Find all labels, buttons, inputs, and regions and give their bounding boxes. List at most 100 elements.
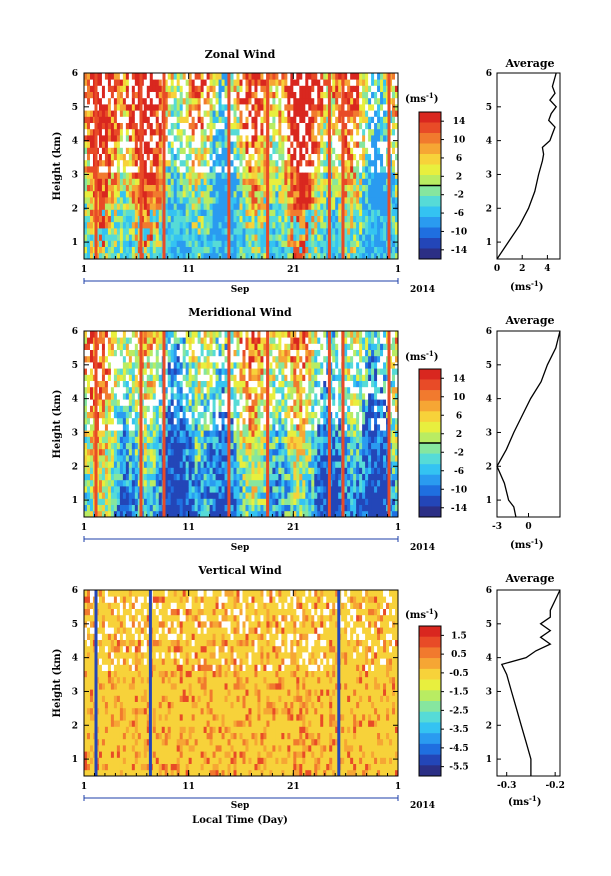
heatmap-cell: [179, 461, 184, 468]
heatmap-cell: [152, 159, 157, 167]
heatmap-cell: [104, 178, 109, 185]
heatmap-cell: [239, 91, 243, 99]
heatmap-cell: [179, 85, 184, 92]
heatmap-cell: [98, 355, 103, 363]
heatmap-cell: [236, 442, 240, 450]
heatmap-cell: [194, 159, 199, 167]
heatmap-cell: [296, 197, 300, 204]
heatmap-cell: [299, 252, 303, 259]
heatmap-cell: [143, 79, 148, 86]
heatmap-cell: [158, 159, 163, 167]
heatmap-cell: [167, 504, 172, 512]
heatmap-cell: [209, 386, 213, 394]
heatmap-cell: [116, 141, 121, 148]
heatmap-cell: [134, 135, 139, 142]
heatmap-cell: [359, 215, 363, 223]
heatmap-cell: [128, 122, 133, 130]
heatmap-cell: [206, 85, 210, 92]
heatmap-cell: [152, 190, 157, 198]
heatmap-cell: [152, 368, 157, 375]
heatmap-cell: [383, 153, 387, 161]
heatmap-cell: [191, 79, 196, 86]
heatmap-cell: [272, 209, 276, 216]
heatmap-cell: [245, 147, 249, 154]
heatmap-cell: [200, 393, 205, 400]
heatmap-cell: [356, 246, 360, 254]
heatmap-cell: [206, 116, 210, 123]
heatmap-cell: [350, 178, 354, 185]
heatmap-cell: [185, 473, 190, 481]
heatmap-cell: [302, 97, 306, 105]
heatmap-cell: [197, 203, 202, 210]
heatmap-cell: [338, 159, 342, 167]
heatmap-cell: [164, 209, 169, 216]
heatmap-cell: [143, 135, 148, 142]
heatmap-cell: [269, 190, 273, 198]
heatmap-cell: [248, 368, 252, 375]
heatmap-cell: [347, 221, 351, 229]
heatmap-cell: [191, 473, 196, 481]
heatmap-cell: [188, 73, 193, 80]
heatmap-cell: [128, 85, 133, 92]
heatmap-cell: [122, 473, 127, 481]
heatmap-cell: [173, 246, 178, 254]
heatmap-cell: [395, 147, 398, 154]
heatmap-cell: [143, 215, 148, 223]
heatmap-cell: [209, 240, 213, 247]
heatmap-cell: [236, 215, 240, 223]
heatmap-cell: [362, 141, 366, 148]
heatmap-cell: [185, 424, 190, 431]
heatmap-cell: [242, 209, 246, 216]
heatmap-cell: [197, 374, 202, 381]
heatmap-cell: [278, 159, 282, 167]
heatmap-cell: [212, 355, 216, 363]
heatmap-cell: [302, 135, 306, 142]
heatmap-cell: [149, 209, 154, 216]
heatmap-cell: [245, 141, 249, 148]
heatmap-cell: [212, 368, 216, 375]
heatmap-cell: [185, 380, 190, 388]
heatmap-cell: [95, 362, 100, 369]
heatmap-cell: [155, 479, 160, 487]
heatmap-cell: [89, 436, 94, 443]
heatmap-cell: [89, 473, 94, 481]
heatmap-cell: [125, 135, 130, 142]
heatmap-cell: [131, 430, 136, 437]
heatmap-cell: [215, 172, 219, 179]
heatmap-cell: [311, 141, 315, 148]
heatmap-cell: [140, 486, 145, 493]
heatmap-cell: [84, 504, 88, 512]
heatmap-cell: [230, 380, 234, 388]
heatmap-cell: [272, 159, 276, 167]
heatmap-cell: [353, 97, 357, 105]
heatmap-cell: [116, 436, 121, 443]
heatmap-cell: [371, 215, 375, 223]
heatmap-cell: [104, 85, 109, 92]
heatmap-cell: [353, 215, 357, 223]
heatmap-cell: [203, 343, 208, 350]
heatmap-cell: [140, 448, 145, 456]
heatmap-cell: [134, 374, 139, 381]
heatmap-cell: [140, 184, 145, 192]
heatmap-cell: [89, 122, 94, 130]
heatmap-cell: [368, 116, 372, 123]
heatmap-cell: [107, 448, 112, 456]
heatmap-cell: [140, 234, 145, 241]
heatmap-cell: [224, 349, 228, 357]
heatmap-cell: [206, 240, 210, 247]
heatmap-cell: [86, 166, 91, 173]
heatmap-cell: [86, 343, 91, 350]
heatmap-cell: [242, 424, 246, 431]
heatmap-cell: [308, 234, 312, 241]
heatmap-cell: [314, 215, 318, 223]
heatmap-cell: [146, 355, 151, 363]
heatmap-cell: [206, 153, 210, 161]
heatmap-cell: [176, 504, 181, 512]
heatmap-cell: [200, 228, 205, 235]
heatmap-cell: [395, 110, 398, 117]
heatmap-cell: [299, 159, 303, 167]
heatmap-cell: [179, 190, 184, 198]
heatmap-cell: [104, 153, 109, 161]
heatmap-cell: [146, 368, 151, 375]
